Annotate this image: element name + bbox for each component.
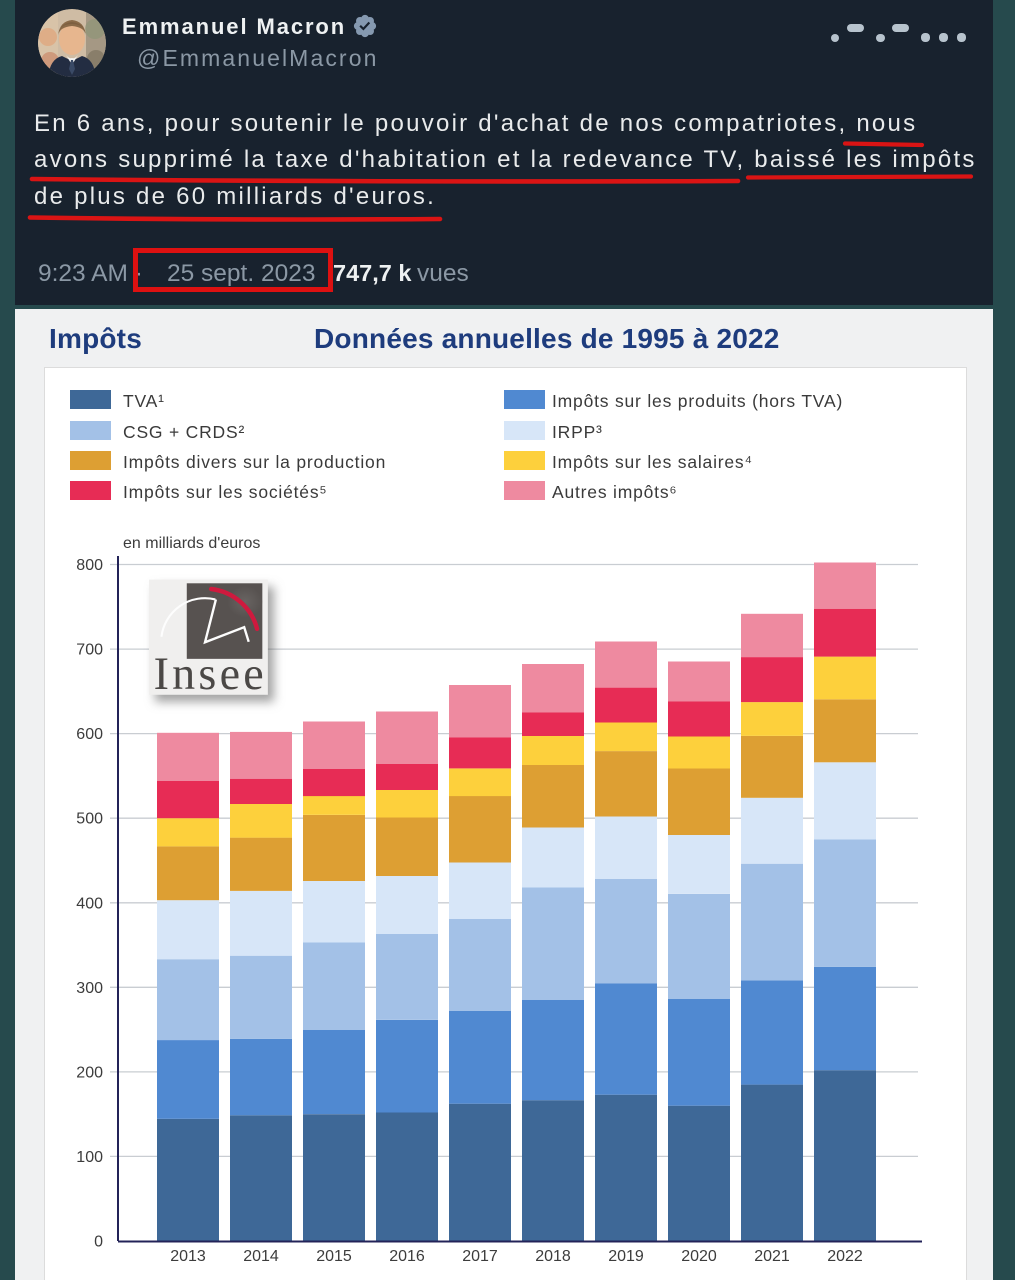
svg-text:600: 600	[76, 726, 103, 743]
svg-text:2015: 2015	[316, 1248, 352, 1265]
svg-text:400: 400	[76, 895, 103, 912]
svg-text:2019: 2019	[608, 1248, 644, 1265]
svg-text:2022: 2022	[827, 1248, 863, 1265]
svg-text:2016: 2016	[389, 1248, 425, 1265]
svg-text:200: 200	[76, 1064, 103, 1081]
svg-text:2013: 2013	[170, 1248, 206, 1265]
svg-text:2014: 2014	[243, 1248, 279, 1265]
svg-text:300: 300	[76, 980, 103, 997]
svg-text:500: 500	[76, 811, 103, 828]
svg-text:700: 700	[76, 642, 103, 659]
svg-text:800: 800	[76, 557, 103, 574]
svg-text:100: 100	[76, 1149, 103, 1166]
svg-text:2020: 2020	[681, 1248, 717, 1265]
svg-text:Insee: Insee	[154, 648, 267, 699]
svg-text:2021: 2021	[754, 1248, 790, 1265]
svg-text:2018: 2018	[535, 1248, 571, 1265]
svg-text:2017: 2017	[462, 1248, 498, 1265]
svg-text:0: 0	[94, 1234, 103, 1251]
svg-text:en milliards d'euros: en milliards d'euros	[123, 535, 260, 552]
